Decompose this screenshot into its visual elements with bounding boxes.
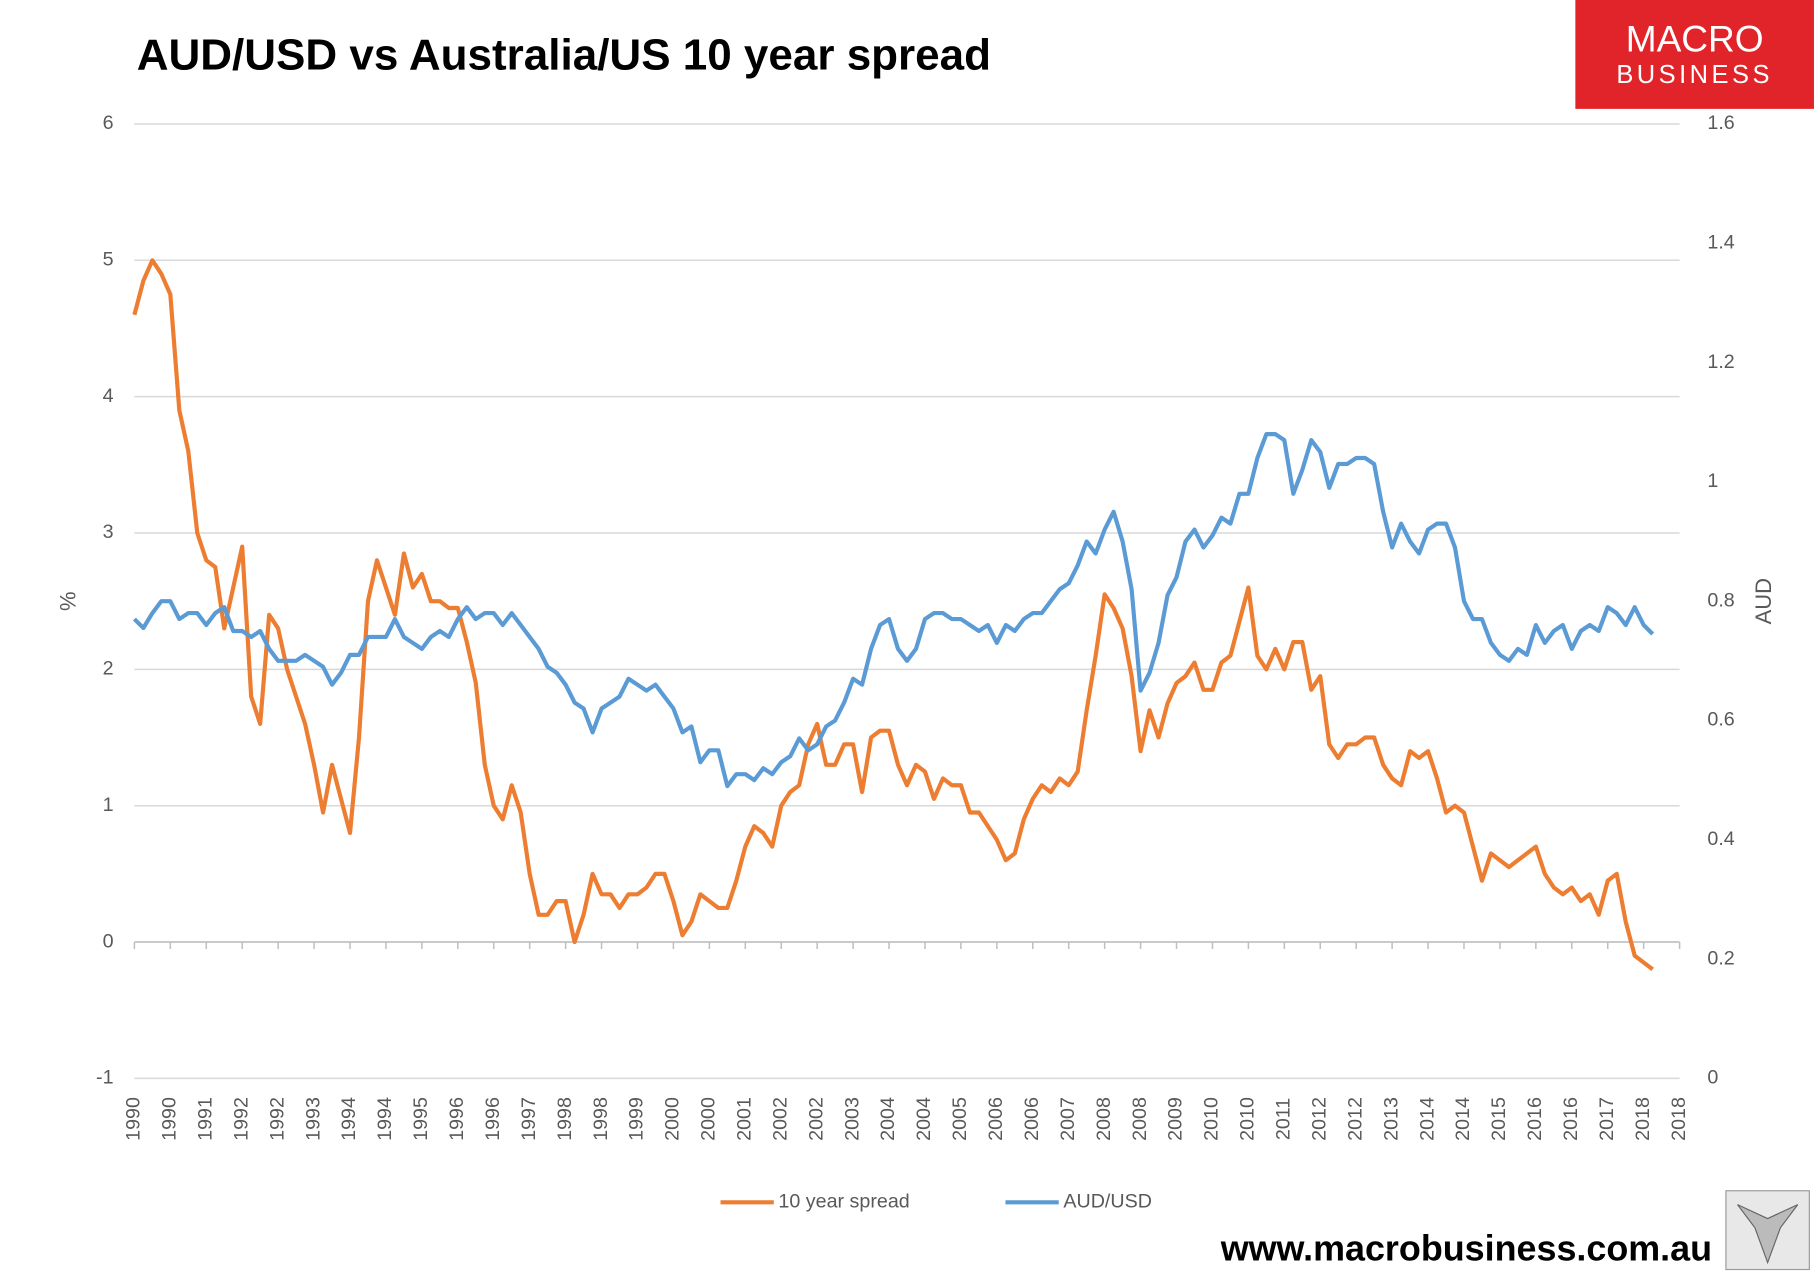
y2-tick-label: 0.4 [1707,828,1734,850]
x-tick-label: 2017 [1596,1097,1618,1141]
x-tick-label: 2004 [913,1097,935,1141]
x-tick-label: 2013 [1380,1097,1402,1141]
legend-label: 10 year spread [778,1191,909,1213]
x-tick-label: 2003 [841,1097,863,1141]
y2-tick-label: 0.2 [1707,947,1734,969]
y2-tick-label: 1.2 [1707,351,1734,373]
y2-axis-title: AUD [1751,578,1776,624]
x-tick-label: 2015 [1488,1097,1510,1141]
y-tick-label: 1 [103,794,114,816]
y2-tick-label: 0 [1707,1067,1718,1089]
x-tick-label: 1994 [374,1097,396,1141]
y-tick-label: -1 [96,1067,114,1089]
logo-image [1737,1204,1799,1265]
x-tick-label: 2008 [1129,1097,1151,1141]
x-tick-label: 1991 [194,1097,216,1141]
y-tick-label: 5 [103,248,114,270]
x-tick-label: 2012 [1308,1097,1330,1141]
y-tick-label: 4 [103,385,114,407]
x-tick-label: 2014 [1452,1097,1474,1141]
x-tick-label: 1990 [123,1097,145,1141]
x-tick-label: 1992 [230,1097,252,1141]
x-tick-label: 2010 [1237,1097,1259,1141]
x-tick-label: 2001 [733,1097,755,1141]
x-tick-label: 1990 [159,1097,181,1141]
x-tick-label: 2008 [1093,1097,1115,1141]
y2-tick-label: 1.6 [1707,112,1734,134]
y-tick-label: 2 [103,658,114,680]
x-tick-label: 2014 [1416,1097,1438,1141]
x-tick-label: 1996 [446,1097,468,1141]
x-tick-label: 2000 [662,1097,684,1141]
x-tick-label: 1998 [590,1097,612,1141]
series-line [132,258,1654,971]
y-tick-label: 3 [103,521,114,543]
legend-label: AUD/USD [1063,1191,1152,1213]
footer: www.macrobusiness.com.au [1220,1228,1712,1268]
x-tick-label: 2007 [1057,1097,1079,1141]
logo-box [1575,0,1814,109]
x-tick-label: 2002 [805,1097,827,1141]
x-tick-label: 2018 [1632,1097,1654,1141]
series-line [132,432,1655,789]
y2-tick-label: 0.8 [1707,589,1734,611]
x-tick-label: 2005 [949,1097,971,1141]
y2-tick-label: 1 [1707,470,1718,492]
x-tick-label: 2018 [1668,1097,1690,1141]
y-tick-label: 0 [103,930,114,952]
x-tick-label: 1998 [554,1097,576,1141]
x-tick-label: 2004 [877,1097,899,1141]
x-tick-label: 2006 [1021,1097,1043,1141]
logo-line: BUSINESS [1616,61,1773,89]
y-tick-label: 6 [103,112,114,134]
x-tick-label: 2006 [985,1097,1007,1141]
y2-tick-label: 0.6 [1707,709,1734,731]
x-tick-label: 2010 [1201,1097,1223,1141]
x-tick-label: 1994 [338,1097,360,1141]
y-axis-title: % [55,591,80,611]
x-tick-label: 2009 [1165,1097,1187,1141]
y2-tick-label: 1.4 [1707,231,1734,253]
x-tick-label: 1995 [410,1097,432,1141]
logo-line: MACRO [1626,17,1764,59]
x-tick-label: 2002 [769,1097,791,1141]
x-tick-label: 2016 [1560,1097,1582,1141]
x-tick-label: 1996 [482,1097,504,1141]
x-tick-label: 2012 [1344,1097,1366,1141]
x-tick-label: 1992 [266,1097,288,1141]
x-tick-label: 1993 [302,1097,324,1141]
x-tick-label: 1997 [518,1097,540,1141]
x-tick-label: 2016 [1524,1097,1546,1141]
x-tick-label: 2011 [1273,1098,1295,1140]
x-tick-label: 2000 [698,1097,720,1141]
chart-title: AUD/USD vs Australia/US 10 year spread [137,31,991,80]
x-tick-label: 1999 [626,1097,648,1141]
